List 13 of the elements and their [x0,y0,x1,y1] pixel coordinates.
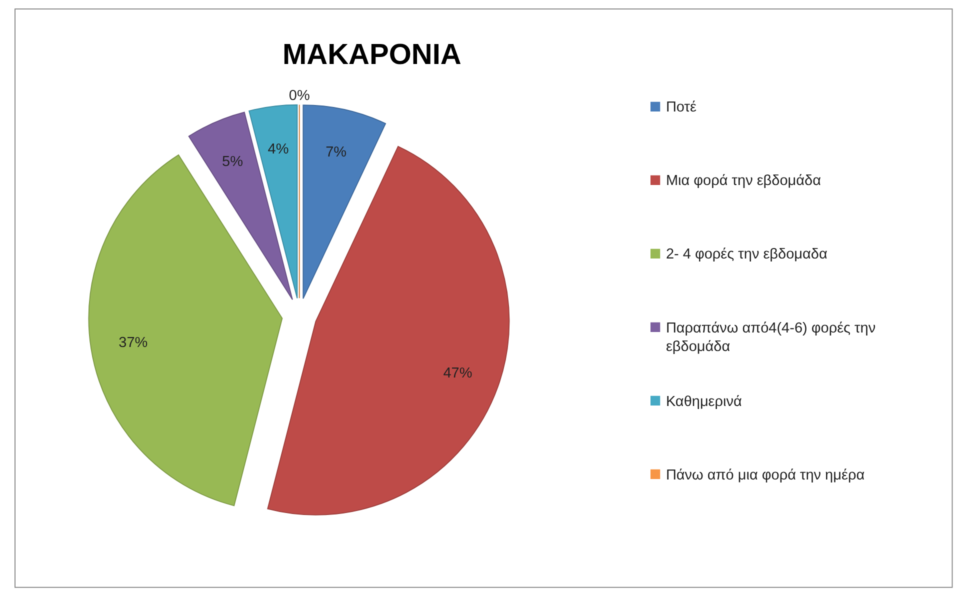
data-label: 5% [222,154,244,170]
data-label: 7% [326,144,347,160]
chart-title: ΜΑΚΑΡΟΝΙΑ [282,39,462,72]
legend-label: 2- 4 φορές την εβδομαδα [666,246,828,263]
legend-label: Καθημερινά [666,394,742,410]
legend-label: Παραπάνω από4(4-6) φορές την εβδομάδα [666,320,876,356]
data-label: 37% [118,334,148,351]
data-label: 47% [443,366,472,382]
legend-label: Ποτέ [666,100,698,116]
legend-label: Πάνω από μια φορά την ημέρα [666,467,865,484]
text: 0% [288,88,310,104]
data-label: 4% [268,142,289,158]
legend-label: Μια φορά την εβδομάδα [666,173,821,190]
